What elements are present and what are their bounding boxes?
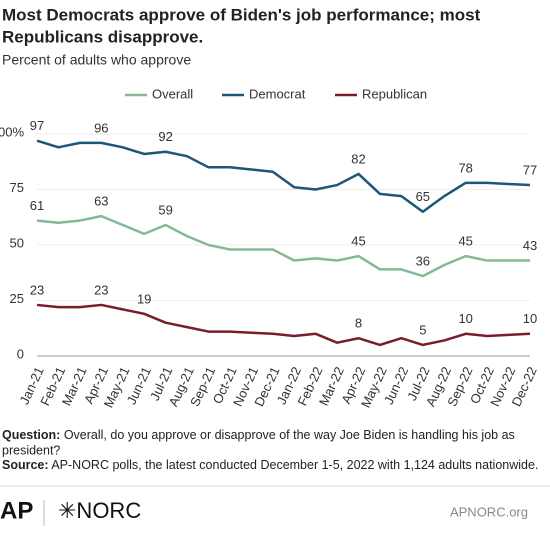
data-label: 43	[523, 238, 537, 253]
chart-subtitle: Percent of adults who approve	[2, 52, 191, 68]
data-label: 5	[419, 322, 426, 337]
data-label: 8	[355, 316, 362, 331]
question-text: Overall, do you approve or disapprove of…	[64, 428, 515, 442]
y-tick-label: 0	[17, 346, 24, 361]
url: APNORC.org	[450, 504, 528, 519]
source-text: AP-NORC polls, the latest conducted Dece…	[51, 458, 538, 472]
chart-title: Republicans disapprove.	[2, 27, 203, 46]
y-tick-label: 25	[10, 291, 24, 306]
data-label: 59	[158, 202, 172, 217]
question-text: president?	[2, 443, 60, 457]
data-label: 23	[94, 282, 108, 297]
data-label: 92	[158, 129, 172, 144]
data-label: 10	[458, 311, 472, 326]
source-label: Source:	[2, 458, 49, 472]
chart-title: Most Democrats approve of Biden's job pe…	[2, 5, 481, 24]
logo-ap: AP	[0, 497, 33, 524]
data-label: 63	[94, 194, 108, 209]
data-label: 78	[458, 160, 472, 175]
data-label: 65	[416, 189, 430, 204]
legend-label: Democrat	[249, 86, 306, 101]
legend-label: Overall	[152, 86, 193, 101]
data-label: 36	[416, 254, 430, 269]
y-tick-label: 100%	[0, 124, 24, 139]
data-label: 96	[94, 120, 108, 135]
data-label: 97	[30, 118, 44, 133]
data-label: 45	[351, 234, 365, 249]
question-label: Question:	[2, 428, 60, 442]
data-label: 23	[30, 282, 44, 297]
logo-norc: ✳NORC	[58, 498, 141, 523]
data-label: 10	[523, 311, 537, 326]
data-label: 82	[351, 151, 365, 166]
series-line	[36, 303, 531, 347]
legend-label: Republican	[362, 86, 427, 101]
series-line	[36, 214, 530, 278]
footer-text: Source: AP-NORC polls, the latest conduc…	[2, 458, 538, 472]
data-label: 77	[523, 162, 537, 177]
series-line	[36, 139, 531, 213]
footer-text: Question: Overall, do you approve or dis…	[2, 428, 515, 442]
y-tick-label: 50	[10, 235, 24, 250]
data-label: 19	[137, 291, 151, 306]
data-label: 61	[30, 198, 44, 213]
data-label: 45	[458, 234, 472, 249]
y-tick-label: 75	[10, 180, 24, 195]
